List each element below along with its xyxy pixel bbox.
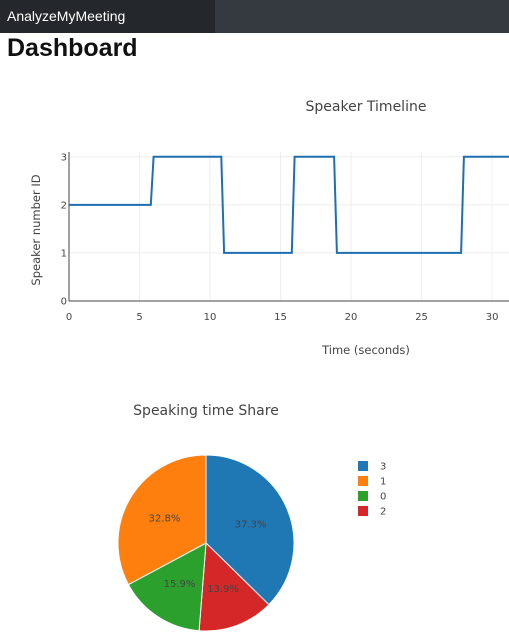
page-title: Dashboard [7,34,138,62]
legend-swatch [358,506,368,516]
x-axis-label: Time (seconds) [321,343,410,357]
x-tick-label: 15 [274,312,287,323]
slice-labels: 37.3% 13.9% 15.9% 32.8% [149,514,267,595]
grid [69,152,509,301]
slice-label-3: 37.3% [235,520,267,531]
y-axis-label: Speaker number ID [29,174,43,285]
legend-item-1[interactable]: 1 [358,476,386,488]
legend-label: 3 [380,462,386,473]
series-line [69,155,509,254]
y-tick-label: 1 [61,248,67,259]
x-tick-label: 25 [415,312,428,323]
legend-swatch [358,491,368,501]
slice-label-0: 15.9% [164,579,196,590]
legend-label: 0 [380,492,386,503]
legend-label: 1 [380,477,386,488]
x-tick-label: 0 [66,312,72,323]
legend-item-2[interactable]: 2 [358,506,386,518]
pie-slices [117,454,295,632]
x-tick-label: 20 [345,312,358,323]
slice-label-2: 13.9% [207,584,239,595]
legend: 3 1 0 2 [358,461,386,518]
x-tick-label: 30 [486,312,499,323]
brand-link[interactable]: AnalyzeMyMeeting [0,0,215,33]
pie-slice-1[interactable] [117,454,207,586]
legend-swatch [358,476,368,486]
legend-label: 2 [380,507,386,518]
slice-label-1: 32.8% [149,514,181,525]
pie-slice-2[interactable] [198,541,270,632]
speaker-timeline-chart: Speaker Timeline Time (seconds) Speaker … [29,99,509,357]
x-tick-label: 5 [136,312,142,323]
legend-swatch [358,461,368,471]
y-tick-label: 2 [61,200,67,211]
x-tick-label: 10 [204,312,217,323]
legend-item-3[interactable]: 3 [358,461,386,473]
axes [68,152,509,302]
y-tick-label: 3 [61,152,67,163]
pie-slice-3[interactable] [205,454,295,606]
legend-item-0[interactable]: 0 [358,491,386,503]
tick-labels: 0 5 10 15 20 25 30 0 1 2 3 [61,152,499,323]
chart-title: Speaker Timeline [306,99,427,115]
pie-slice-0[interactable] [127,542,207,632]
chart-title: Speaking time Share [133,403,279,419]
navbar: AnalyzeMyMeeting [0,0,509,33]
y-tick-label: 0 [61,297,67,308]
